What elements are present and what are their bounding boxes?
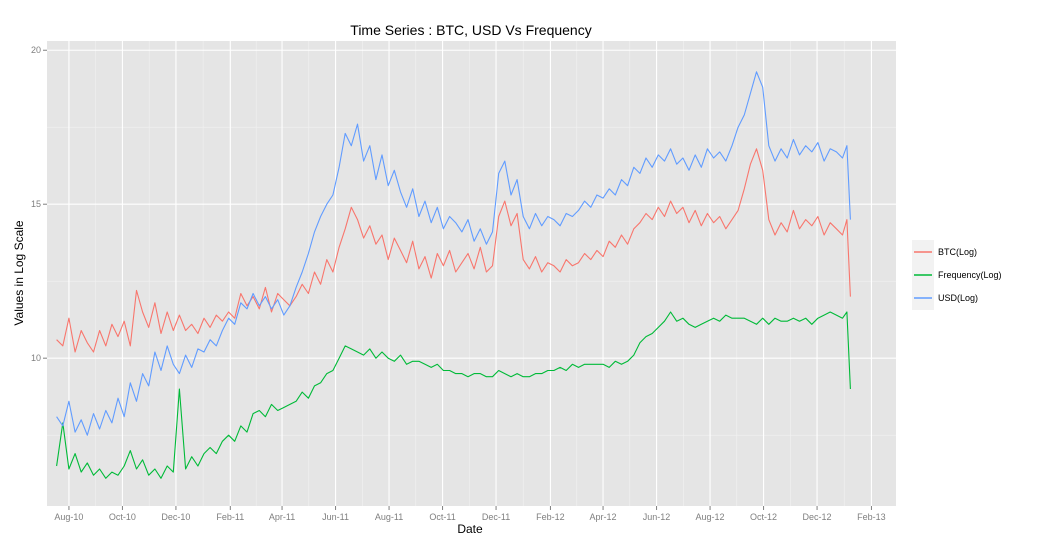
y-axis: 10 15 20	[31, 45, 47, 363]
minor-gridlines	[47, 41, 896, 506]
plot-background	[47, 41, 896, 506]
x-tick-label: Oct-12	[750, 512, 777, 522]
x-axis: Aug-10 Oct-10 Dec-10 Feb-11 Apr-11 Jun-11 Aug-…	[54, 506, 886, 522]
series-line-frequency-log	[56, 311, 851, 479]
chart-title: Time Series : BTC, USD Vs Frequency	[350, 22, 591, 38]
series-lines	[56, 71, 851, 479]
x-tick-label: Aug-12	[696, 512, 725, 522]
x-tick-label: Jun-12	[643, 512, 671, 522]
series-line-btc-log	[56, 148, 851, 353]
legend-label: BTC(Log)	[938, 247, 977, 257]
major-gridlines	[47, 41, 896, 506]
x-tick-label: Aug-10	[54, 512, 83, 522]
y-tick-label: 10	[31, 353, 41, 363]
y-axis-title: Values in Log Scale	[12, 220, 26, 326]
x-tick-label: Oct-10	[109, 512, 136, 522]
x-tick-label: Oct-11	[429, 512, 455, 522]
x-tick-label: Jun-11	[322, 512, 349, 522]
legend: BTC(Log) Frequency(Log) USD(Log)	[912, 240, 1002, 310]
x-tick-label: Aug-11	[375, 512, 403, 522]
x-tick-label: Feb-13	[857, 512, 886, 522]
y-tick-label: 15	[31, 199, 41, 209]
x-axis-title: Date	[457, 522, 483, 536]
x-tick-label: Dec-10	[161, 512, 190, 522]
legend-label: Frequency(Log)	[938, 270, 1002, 280]
x-tick-label: Apr-12	[590, 512, 617, 522]
x-tick-label: Dec-12	[803, 512, 832, 522]
y-tick-label: 20	[31, 45, 41, 55]
series-line-usd-log	[56, 71, 851, 436]
x-tick-label: Feb-11	[216, 512, 244, 522]
x-tick-label: Feb-12	[536, 512, 565, 522]
x-tick-label: Apr-11	[269, 512, 295, 522]
x-tick-label: Dec-11	[482, 512, 510, 522]
legend-label: USD(Log)	[938, 293, 978, 303]
